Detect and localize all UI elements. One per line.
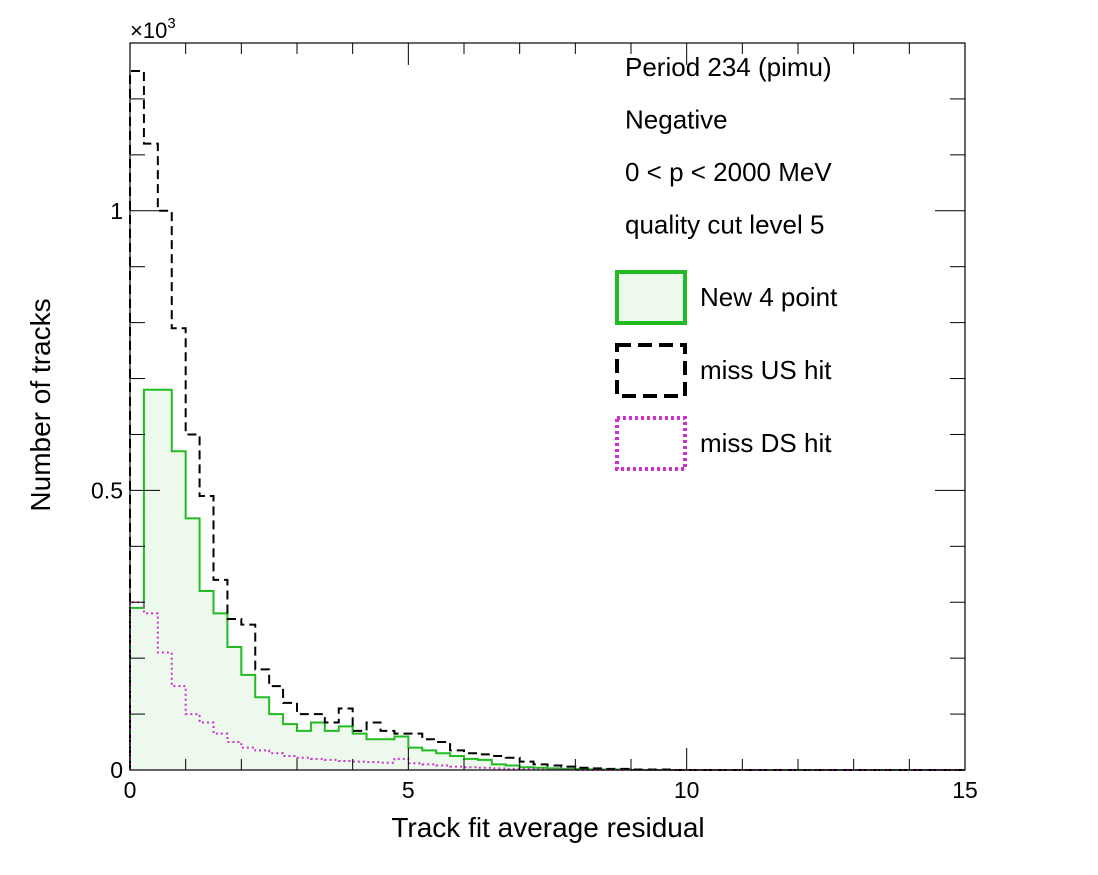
histogram-fill-0	[130, 389, 965, 770]
y-tick-label: 1	[110, 198, 123, 224]
x-tick-label: 0	[124, 777, 137, 803]
legend-label-0: New 4 point	[700, 282, 838, 312]
legend-swatch-0	[615, 270, 687, 325]
x-tick-label: 5	[402, 777, 415, 803]
y-multiplier-label: ×103	[130, 15, 176, 43]
annotation-line-1: Negative	[625, 105, 728, 135]
legend-label-1: miss US hit	[700, 355, 832, 385]
y-tick-label: 0.5	[91, 477, 123, 503]
legend-label-2: miss DS hit	[700, 428, 832, 458]
x-axis-title: Track fit average residual	[391, 812, 704, 843]
axes-layer: 0 5 10 15 0 0.5 1	[91, 42, 978, 803]
histogram-line-2	[129, 601, 965, 771]
x-tick-label: 10	[674, 777, 700, 803]
y-axis-title: Number of tracks	[25, 298, 56, 511]
annotation-line-0: Period 234 (pimu)	[625, 52, 832, 82]
legend-swatch-2	[615, 416, 687, 471]
x-tick-label: 15	[952, 777, 978, 803]
histogram-line-1	[129, 69, 965, 771]
annotation-line-3: quality cut level 5	[625, 210, 824, 240]
y-multiplier-exponent: 3	[167, 15, 175, 32]
histogram-series-layer	[129, 69, 965, 771]
legend: New 4 point miss US hit miss DS hit	[615, 270, 838, 471]
annotation-block: Period 234 (pimu) Negative 0 < p < 2000 Me…	[625, 52, 832, 240]
legend-swatch-1	[615, 343, 687, 398]
y-tick-label: 0	[110, 757, 123, 783]
plot-frame	[129, 42, 966, 771]
annotation-line-2: 0 < p < 2000 MeV	[625, 157, 832, 187]
